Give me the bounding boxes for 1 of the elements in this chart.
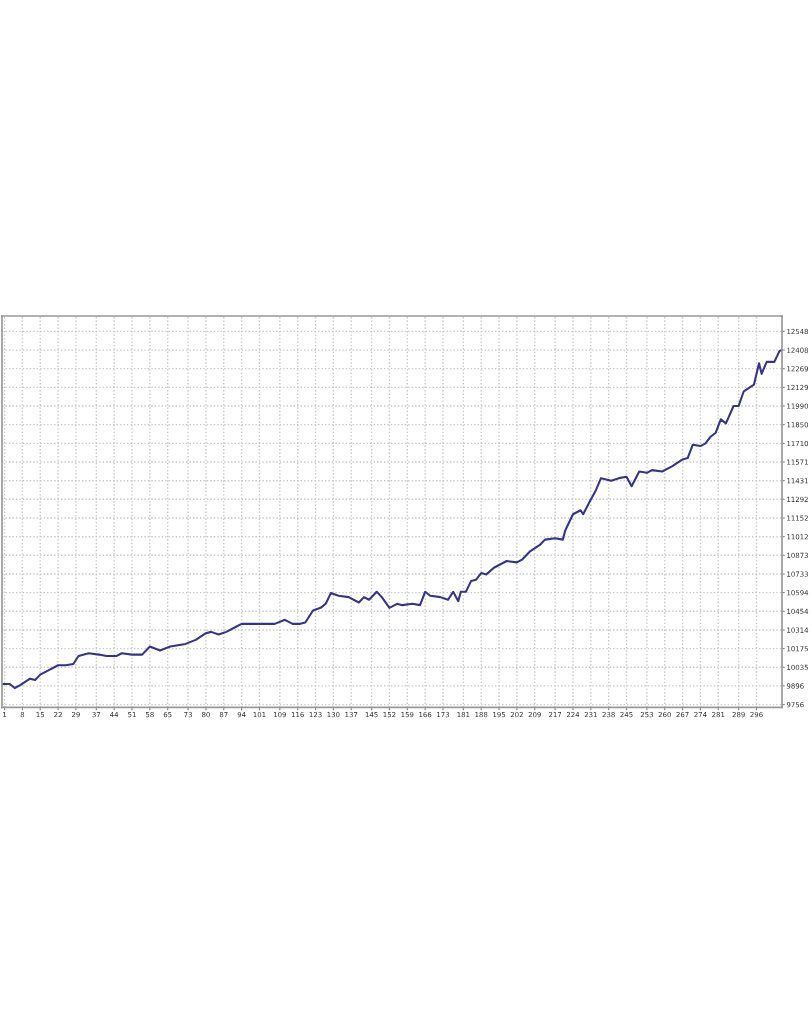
line-series (2, 348, 782, 690)
